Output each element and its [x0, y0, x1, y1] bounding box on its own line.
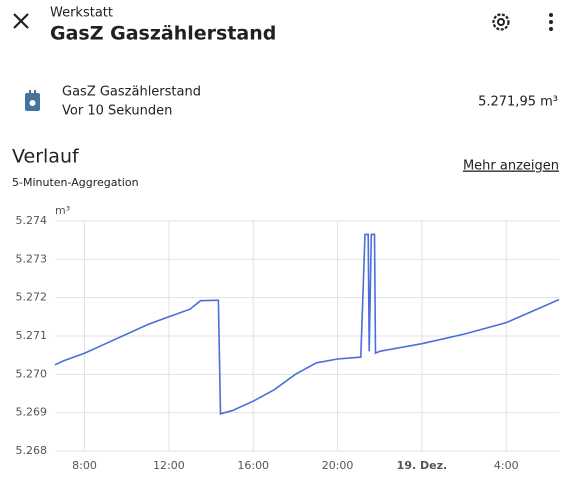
y-tick-label: 5.269 — [16, 406, 48, 419]
y-tick-label: 5.272 — [16, 291, 48, 304]
close-button[interactable] — [13, 13, 29, 29]
y-tick-label: 5.271 — [16, 329, 48, 342]
dialog-subtitle: Werkstatt — [50, 6, 113, 21]
more-link[interactable]: Mehr anzeigen — [463, 159, 559, 174]
x-tick-label: 16:00 — [237, 459, 269, 472]
y-axis-unit: m³ — [55, 204, 70, 217]
entity-last-changed: Vor 10 Sekunden — [62, 104, 172, 119]
x-tick-label: 20:00 — [322, 459, 354, 472]
x-tick-label: 8:00 — [72, 459, 97, 472]
entity-name: GasZ Gaszählerstand — [62, 85, 201, 100]
history-subtitle: 5-Minuten-Aggregation — [12, 176, 139, 189]
y-tick-label: 5.274 — [16, 214, 48, 227]
history-title: Verlauf — [12, 146, 80, 168]
y-tick-label: 5.270 — [16, 367, 48, 380]
menu-button[interactable] — [549, 13, 553, 31]
dialog-title: GasZ Gaszählerstand — [50, 23, 276, 45]
x-tick-label: 19. Dez. — [397, 459, 448, 472]
data-line — [54, 233, 560, 415]
entity-icon — [25, 90, 40, 111]
entity-state: 5.271,95 m³ — [478, 95, 558, 110]
x-tick-label: 4:00 — [494, 459, 519, 472]
settings-button[interactable] — [492, 13, 510, 31]
y-tick-label: 5.273 — [16, 252, 48, 265]
y-tick-label: 5.268 — [16, 444, 48, 457]
x-tick-label: 12:00 — [153, 459, 185, 472]
